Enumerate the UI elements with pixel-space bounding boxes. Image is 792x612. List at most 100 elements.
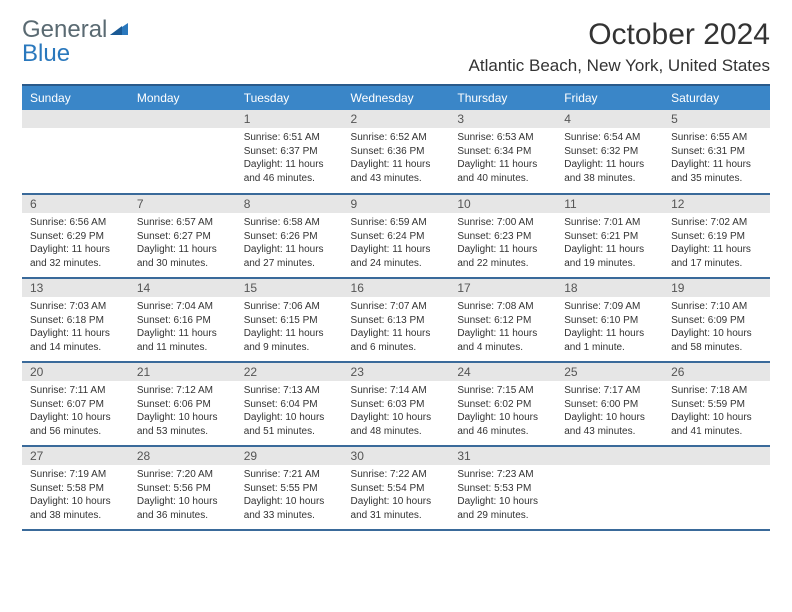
day-cell: 3Sunrise: 6:53 AMSunset: 6:34 PMDaylight… xyxy=(449,110,556,194)
day-number: 22 xyxy=(236,363,343,381)
day-cell: 14Sunrise: 7:04 AMSunset: 6:16 PMDayligh… xyxy=(129,278,236,362)
day-number: . xyxy=(22,110,129,128)
day-cell: 27Sunrise: 7:19 AMSunset: 5:58 PMDayligh… xyxy=(22,446,129,530)
day-cell: .Sunrise: Sunset: Daylight: xyxy=(663,446,770,530)
day-cell: 29Sunrise: 7:21 AMSunset: 5:55 PMDayligh… xyxy=(236,446,343,530)
day-cell: 20Sunrise: 7:11 AMSunset: 6:07 PMDayligh… xyxy=(22,362,129,446)
day-number: 5 xyxy=(663,110,770,128)
day-cell: 8Sunrise: 6:58 AMSunset: 6:26 PMDaylight… xyxy=(236,194,343,278)
dayname-tue: Tuesday xyxy=(236,85,343,110)
day-content: Sunrise: 7:00 AMSunset: 6:23 PMDaylight:… xyxy=(449,213,556,273)
day-content: Sunrise: 7:14 AMSunset: 6:03 PMDaylight:… xyxy=(343,381,450,441)
dayname-mon: Monday xyxy=(129,85,236,110)
day-content: Sunrise: 7:22 AMSunset: 5:54 PMDaylight:… xyxy=(343,465,450,525)
week-row: 27Sunrise: 7:19 AMSunset: 5:58 PMDayligh… xyxy=(22,446,770,530)
day-number: 28 xyxy=(129,447,236,465)
location-text: Atlantic Beach, New York, United States xyxy=(469,56,770,76)
day-cell: 26Sunrise: 7:18 AMSunset: 5:59 PMDayligh… xyxy=(663,362,770,446)
day-cell: 7Sunrise: 6:57 AMSunset: 6:27 PMDaylight… xyxy=(129,194,236,278)
logo-triangle-icon xyxy=(110,16,128,30)
day-content: Sunrise: 7:17 AMSunset: 6:00 PMDaylight:… xyxy=(556,381,663,441)
day-cell: 10Sunrise: 7:00 AMSunset: 6:23 PMDayligh… xyxy=(449,194,556,278)
day-cell: 6Sunrise: 6:56 AMSunset: 6:29 PMDaylight… xyxy=(22,194,129,278)
day-number: 18 xyxy=(556,279,663,297)
week-row: 20Sunrise: 7:11 AMSunset: 6:07 PMDayligh… xyxy=(22,362,770,446)
day-cell: .Sunrise: Sunset: Daylight: xyxy=(22,110,129,194)
day-cell: 31Sunrise: 7:23 AMSunset: 5:53 PMDayligh… xyxy=(449,446,556,530)
day-cell: 18Sunrise: 7:09 AMSunset: 6:10 PMDayligh… xyxy=(556,278,663,362)
day-content: Sunrise: 6:54 AMSunset: 6:32 PMDaylight:… xyxy=(556,128,663,188)
dayname-row: Sunday Monday Tuesday Wednesday Thursday… xyxy=(22,85,770,110)
day-content: Sunrise: 7:18 AMSunset: 5:59 PMDaylight:… xyxy=(663,381,770,441)
day-cell: .Sunrise: Sunset: Daylight: xyxy=(556,446,663,530)
dayname-thu: Thursday xyxy=(449,85,556,110)
day-number: 20 xyxy=(22,363,129,381)
day-cell: 15Sunrise: 7:06 AMSunset: 6:15 PMDayligh… xyxy=(236,278,343,362)
day-number: 3 xyxy=(449,110,556,128)
day-content: Sunrise: 7:15 AMSunset: 6:02 PMDaylight:… xyxy=(449,381,556,441)
day-number: 19 xyxy=(663,279,770,297)
day-content: Sunrise: 6:53 AMSunset: 6:34 PMDaylight:… xyxy=(449,128,556,188)
day-content: Sunrise: 7:04 AMSunset: 6:16 PMDaylight:… xyxy=(129,297,236,357)
day-number: 14 xyxy=(129,279,236,297)
day-number: 25 xyxy=(556,363,663,381)
day-content: Sunrise: 7:11 AMSunset: 6:07 PMDaylight:… xyxy=(22,381,129,441)
day-number: . xyxy=(129,110,236,128)
day-content: Sunrise: 7:08 AMSunset: 6:12 PMDaylight:… xyxy=(449,297,556,357)
day-number: . xyxy=(556,447,663,465)
day-cell: .Sunrise: Sunset: Daylight: xyxy=(129,110,236,194)
dayname-fri: Friday xyxy=(556,85,663,110)
day-content: Sunrise: 6:51 AMSunset: 6:37 PMDaylight:… xyxy=(236,128,343,188)
week-row: 13Sunrise: 7:03 AMSunset: 6:18 PMDayligh… xyxy=(22,278,770,362)
day-cell: 4Sunrise: 6:54 AMSunset: 6:32 PMDaylight… xyxy=(556,110,663,194)
day-content: Sunrise: 6:52 AMSunset: 6:36 PMDaylight:… xyxy=(343,128,450,188)
day-number: 31 xyxy=(449,447,556,465)
day-content: Sunrise: 7:10 AMSunset: 6:09 PMDaylight:… xyxy=(663,297,770,357)
day-content: Sunrise: 7:03 AMSunset: 6:18 PMDaylight:… xyxy=(22,297,129,357)
day-cell: 16Sunrise: 7:07 AMSunset: 6:13 PMDayligh… xyxy=(343,278,450,362)
day-number: 7 xyxy=(129,195,236,213)
day-content: Sunrise: 7:09 AMSunset: 6:10 PMDaylight:… xyxy=(556,297,663,357)
day-content: Sunrise: 7:23 AMSunset: 5:53 PMDaylight:… xyxy=(449,465,556,525)
calendar-table: Sunday Monday Tuesday Wednesday Thursday… xyxy=(22,84,770,531)
day-content: Sunrise: 7:02 AMSunset: 6:19 PMDaylight:… xyxy=(663,213,770,273)
day-number: 6 xyxy=(22,195,129,213)
day-content: Sunrise: 6:55 AMSunset: 6:31 PMDaylight:… xyxy=(663,128,770,188)
dayname-sat: Saturday xyxy=(663,85,770,110)
day-cell: 23Sunrise: 7:14 AMSunset: 6:03 PMDayligh… xyxy=(343,362,450,446)
header-right: October 2024 Atlantic Beach, New York, U… xyxy=(469,18,770,76)
day-cell: 21Sunrise: 7:12 AMSunset: 6:06 PMDayligh… xyxy=(129,362,236,446)
month-title: October 2024 xyxy=(469,18,770,52)
day-cell: 25Sunrise: 7:17 AMSunset: 6:00 PMDayligh… xyxy=(556,362,663,446)
day-number: 12 xyxy=(663,195,770,213)
day-number: 26 xyxy=(663,363,770,381)
day-number: 16 xyxy=(343,279,450,297)
day-cell: 11Sunrise: 7:01 AMSunset: 6:21 PMDayligh… xyxy=(556,194,663,278)
week-row: 6Sunrise: 6:56 AMSunset: 6:29 PMDaylight… xyxy=(22,194,770,278)
week-row: .Sunrise: Sunset: Daylight: .Sunrise: Su… xyxy=(22,110,770,194)
day-content: Sunrise: 7:20 AMSunset: 5:56 PMDaylight:… xyxy=(129,465,236,525)
day-cell: 17Sunrise: 7:08 AMSunset: 6:12 PMDayligh… xyxy=(449,278,556,362)
day-content: Sunrise: 7:06 AMSunset: 6:15 PMDaylight:… xyxy=(236,297,343,357)
day-number: 9 xyxy=(343,195,450,213)
logo: GeneralBlue xyxy=(22,18,128,66)
day-number: 27 xyxy=(22,447,129,465)
day-number: 15 xyxy=(236,279,343,297)
day-content: Sunrise: 7:21 AMSunset: 5:55 PMDaylight:… xyxy=(236,465,343,525)
day-content: Sunrise: 7:12 AMSunset: 6:06 PMDaylight:… xyxy=(129,381,236,441)
day-cell: 1Sunrise: 6:51 AMSunset: 6:37 PMDaylight… xyxy=(236,110,343,194)
day-cell: 22Sunrise: 7:13 AMSunset: 6:04 PMDayligh… xyxy=(236,362,343,446)
day-number: 23 xyxy=(343,363,450,381)
day-content: Sunrise: 7:19 AMSunset: 5:58 PMDaylight:… xyxy=(22,465,129,525)
day-content: Sunrise: 6:57 AMSunset: 6:27 PMDaylight:… xyxy=(129,213,236,273)
day-content: Sunrise: 7:13 AMSunset: 6:04 PMDaylight:… xyxy=(236,381,343,441)
day-cell: 5Sunrise: 6:55 AMSunset: 6:31 PMDaylight… xyxy=(663,110,770,194)
day-content: Sunrise: 6:56 AMSunset: 6:29 PMDaylight:… xyxy=(22,213,129,273)
day-number: 21 xyxy=(129,363,236,381)
day-number: 11 xyxy=(556,195,663,213)
day-number: 1 xyxy=(236,110,343,128)
day-cell: 13Sunrise: 7:03 AMSunset: 6:18 PMDayligh… xyxy=(22,278,129,362)
day-number: 4 xyxy=(556,110,663,128)
day-cell: 24Sunrise: 7:15 AMSunset: 6:02 PMDayligh… xyxy=(449,362,556,446)
day-number: 10 xyxy=(449,195,556,213)
